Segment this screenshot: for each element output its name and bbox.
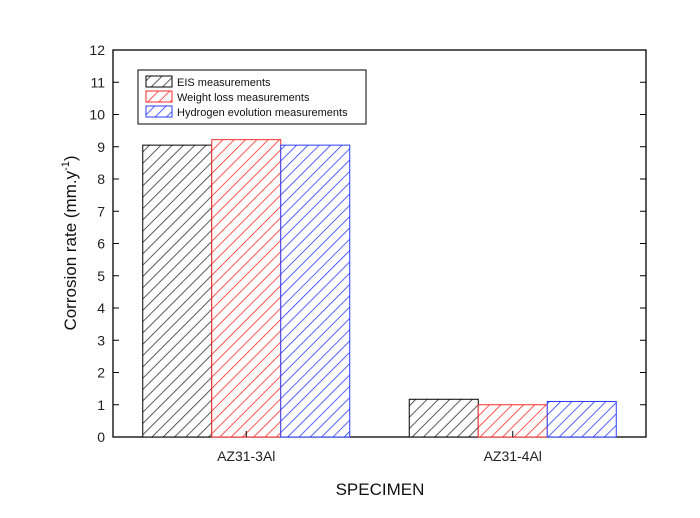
bar [211,139,282,438]
y-tick-label: 3 [97,332,105,348]
y-tick-label: 4 [97,300,105,316]
bar [546,401,617,438]
y-tick-label: 10 [89,107,105,123]
legend-swatch [145,105,173,118]
x-tick-label: AZ31-4Al [484,448,542,464]
y-tick-label: 11 [90,74,105,90]
legend-label: EIS measurements [177,77,271,89]
y-tick-label: 6 [97,236,105,252]
y-tick-label: 9 [97,139,105,155]
legend-label: Hydrogen evolution measurements [177,107,348,119]
y-tick-label: 5 [97,268,105,284]
y-tick-label: 2 [97,365,105,381]
legend-swatch [145,75,173,88]
bar [142,144,213,438]
legend-box [137,69,367,125]
bar [280,144,351,438]
legend-label: Weight loss measurements [177,92,310,104]
y-tick-label: 12 [89,42,105,58]
y-tick-label: 0 [97,429,105,445]
y-axis-title: Corrosion rate (mm.y-1) [60,155,80,330]
bar [408,398,479,438]
y-tick-label: 1 [97,397,105,413]
x-axis-title: SPECIMEN [336,480,425,499]
x-tick-label: AZ31-3Al [217,448,275,464]
y-tick-label: 8 [97,171,105,187]
bars-group [142,139,617,438]
legend: EIS measurements Weight loss measurements… [137,69,367,125]
x-axis: AZ31-3Al AZ31-4Al [217,431,542,464]
legend-swatch [145,90,173,103]
y-tick-label: 7 [97,203,105,219]
